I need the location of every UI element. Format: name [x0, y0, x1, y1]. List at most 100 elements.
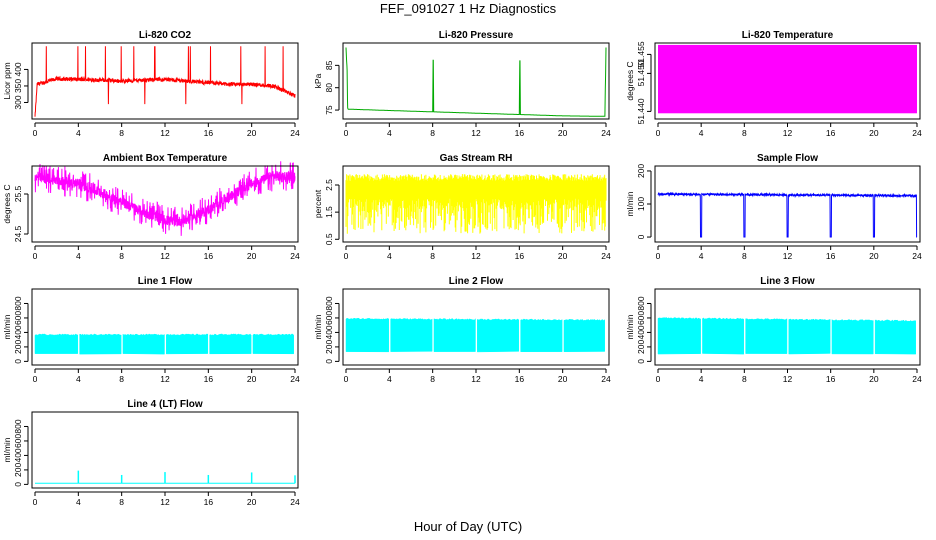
- x-tick-label: 8: [742, 128, 747, 138]
- y-tick-label: 51.450: [636, 60, 646, 86]
- series-Li-820 Pressure: [345, 47, 607, 117]
- area-block: [563, 319, 605, 352]
- x-tick-label: 16: [826, 128, 836, 138]
- chart-panel-4: Ambient Box Temperature degrees C 0 4 8 12 16 2…: [2, 153, 300, 261]
- x-axis: 0 4 8 12 16 20 24: [344, 368, 611, 384]
- x-tick-label: 16: [515, 251, 525, 261]
- y-tick-label: 800: [324, 296, 334, 310]
- plot-box: [342, 42, 610, 120]
- y-tick-label: 75: [324, 105, 334, 115]
- x-tick-label: 24: [290, 128, 300, 138]
- x-tick-label: 4: [387, 251, 392, 261]
- area-block: [122, 333, 165, 355]
- y-axis-label: degrees C: [625, 61, 635, 100]
- x-tick-label: 12: [783, 251, 793, 261]
- plot-box: [31, 288, 299, 366]
- series-Gas Stream RH: [345, 174, 607, 234]
- x-tick-label: 24: [601, 251, 611, 261]
- y-tick-label: 300: [13, 95, 23, 109]
- plot-box: [654, 165, 921, 243]
- x-axis: 0 4 8 12 16 20 24: [33, 368, 300, 384]
- x-tick-label: 8: [119, 128, 124, 138]
- y-axis-label: degrees C: [2, 184, 12, 223]
- y-axis-label: percent: [313, 189, 323, 218]
- area-block: [874, 319, 916, 355]
- y-tick-label: 2.5: [324, 179, 334, 191]
- chart-title: Li-820 CO2: [139, 30, 192, 41]
- x-tick-label: 0: [33, 374, 38, 384]
- chart-title: Line 1 Flow: [138, 276, 193, 287]
- y-tick-label: 85: [324, 60, 334, 70]
- x-tick-label: 16: [515, 128, 525, 138]
- x-tick-label: 24: [290, 497, 300, 507]
- x-tick-label: 4: [699, 251, 704, 261]
- area-block: [831, 318, 874, 355]
- y-tick-label: 0.5: [324, 233, 334, 245]
- x-tick-label: 24: [912, 251, 922, 261]
- x-axis: 0 4 8 12 16 20 24: [656, 368, 922, 384]
- y-axis: 0 100 200: [636, 164, 652, 239]
- x-tick-label: 4: [387, 374, 392, 384]
- series-Ambient Box Temperature: [34, 161, 296, 236]
- area-block: [252, 333, 294, 355]
- x-tick-label: 16: [204, 374, 214, 384]
- x-tick-label: 4: [76, 251, 81, 261]
- chart-panel-9: Line 3 Flow ml/min 0 4 8 12 16 20 24 0 20040060080…: [625, 276, 922, 384]
- series-line: [657, 191, 918, 238]
- x-tick-label: 8: [742, 374, 747, 384]
- y-axis-label: ml/min: [313, 314, 323, 339]
- series-Li-820 CO2: [34, 46, 296, 117]
- x-tick-label: 20: [247, 251, 257, 261]
- x-tick-label: 16: [204, 251, 214, 261]
- x-axis: 0 4 8 12 16 20 24: [33, 122, 300, 138]
- x-tick-label: 16: [826, 251, 836, 261]
- x-tick-label: 16: [204, 128, 214, 138]
- x-tick-label: 24: [290, 374, 300, 384]
- x-tick-label: 24: [601, 374, 611, 384]
- temperature-band: [658, 44, 917, 114]
- chart-panel-5: Gas Stream RH percent 0 4 8 12 16 20 24 0.5 1.5 2.5: [313, 153, 611, 261]
- series-Line 4 (LT) Flow: [35, 470, 296, 484]
- area-block: [79, 333, 122, 355]
- x-tick-label: 12: [160, 374, 170, 384]
- x-tick-label: 0: [33, 128, 38, 138]
- plot-box: [342, 165, 610, 243]
- x-tick-label: 0: [344, 374, 349, 384]
- x-tick-label: 20: [869, 374, 879, 384]
- area-block: [433, 318, 476, 352]
- series-line: [345, 47, 607, 117]
- y-tick-label: 200: [13, 463, 23, 477]
- x-tick-label: 4: [76, 128, 81, 138]
- x-tick-label: 0: [656, 251, 661, 261]
- chart-title: Line 3 Flow: [760, 276, 815, 287]
- chart-panel-1: Li-820 CO2 Licor ppm 0 4 8 12 16 20 24 300 350 400: [2, 30, 300, 138]
- y-tick-label: 600: [13, 311, 23, 325]
- y-tick-label: 0: [636, 359, 646, 364]
- y-tick-label: 800: [13, 419, 23, 433]
- plot-box: [654, 42, 921, 120]
- x-tick-label: 24: [601, 128, 611, 138]
- series-line: [34, 161, 296, 236]
- y-tick-label: 400: [13, 62, 23, 76]
- x-tick-label: 20: [247, 128, 257, 138]
- chart-panel-3: Li-820 Temperature degrees C 0 4 8 12 16 20 24 51…: [625, 30, 922, 138]
- y-tick-label: 25.5: [13, 185, 23, 202]
- x-tick-label: 4: [76, 497, 81, 507]
- y-tick-label: 200: [324, 340, 334, 354]
- area-block: [702, 317, 745, 355]
- chart-panel-8: Line 2 Flow ml/min 0 4 8 12 16 20 24 0 20040060080…: [313, 276, 611, 384]
- area-block: [745, 318, 788, 354]
- y-tick-label: 24.5: [13, 225, 23, 242]
- x-tick-label: 24: [290, 251, 300, 261]
- area-block: [390, 318, 433, 352]
- y-tick-label: 400: [13, 325, 23, 339]
- x-tick-label: 12: [160, 251, 170, 261]
- x-tick-label: 20: [869, 128, 879, 138]
- x-axis: 0 4 8 12 16 20 24: [344, 122, 611, 138]
- x-tick-label: 20: [558, 374, 568, 384]
